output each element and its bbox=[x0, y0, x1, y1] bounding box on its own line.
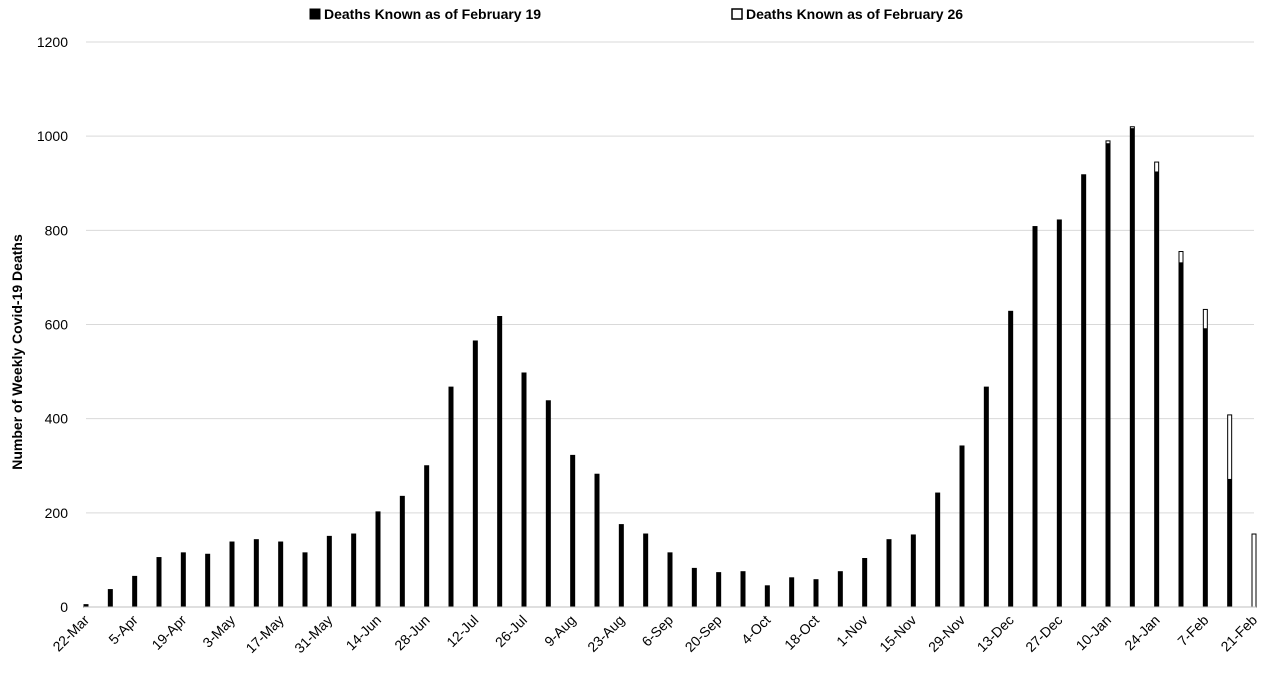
bar-feb19 bbox=[595, 474, 599, 607]
bar-feb19 bbox=[1057, 219, 1062, 607]
bar-feb19 bbox=[862, 558, 867, 607]
x-tick-label: 4-Oct bbox=[738, 612, 774, 648]
x-tick-label: 27-Dec bbox=[1022, 612, 1065, 655]
bars bbox=[83, 126, 1257, 608]
y-tick-label: 800 bbox=[45, 222, 69, 238]
bar-feb26 bbox=[1251, 533, 1257, 608]
x-tick-label: 6-Sep bbox=[638, 612, 676, 650]
y-tick-label: 0 bbox=[60, 599, 68, 615]
x-tick-label: 7-Feb bbox=[1174, 612, 1211, 649]
y-axis-ticks: 0 200 400 600 800 1000 1200 bbox=[37, 34, 68, 615]
legend-swatch-feb19 bbox=[309, 8, 321, 20]
bar-feb19 bbox=[303, 552, 307, 607]
gridlines bbox=[86, 41, 1254, 514]
bar-feb19 bbox=[449, 387, 453, 607]
bar-feb19 bbox=[351, 534, 356, 607]
bar-feb19 bbox=[1033, 226, 1037, 608]
bar-feb19 bbox=[935, 493, 940, 607]
x-tick-label: 24-Jan bbox=[1121, 612, 1163, 654]
x-tick-label: 12-Jul bbox=[443, 612, 481, 650]
x-tick-label: 18-Oct bbox=[781, 612, 822, 653]
bar-feb19 bbox=[789, 577, 794, 607]
x-tick-label: 9-Aug bbox=[541, 612, 579, 650]
bar-feb19 bbox=[1106, 143, 1110, 607]
bar-feb19 bbox=[570, 455, 575, 607]
x-tick-label: 17-May bbox=[242, 612, 286, 656]
bar-feb19 bbox=[400, 496, 405, 607]
y-tick-label: 400 bbox=[45, 411, 69, 427]
bar-feb19 bbox=[1179, 262, 1183, 607]
x-tick-label: 15-Nov bbox=[876, 612, 919, 655]
bar-feb19 bbox=[741, 571, 745, 607]
x-tick-label: 13-Dec bbox=[974, 612, 1017, 655]
bar-feb19 bbox=[716, 572, 721, 607]
bar-feb19 bbox=[765, 585, 770, 607]
bar-feb19 bbox=[814, 579, 818, 607]
x-tick-label: 20-Sep bbox=[682, 612, 725, 655]
bar-feb19 bbox=[838, 571, 843, 607]
bar-feb19 bbox=[1227, 478, 1232, 607]
bar-feb19 bbox=[205, 554, 210, 607]
bar-feb19 bbox=[132, 576, 137, 607]
bar-feb19 bbox=[376, 511, 380, 607]
bar-feb19 bbox=[668, 552, 672, 607]
y-tick-label: 600 bbox=[45, 317, 69, 333]
legend-label-feb19: Deaths Known as of February 19 bbox=[324, 6, 541, 22]
x-tick-label: 14-Jun bbox=[343, 612, 385, 654]
x-tick-label: 10-Jan bbox=[1073, 612, 1115, 654]
legend: Deaths Known as of February 19 Deaths Kn… bbox=[309, 6, 963, 22]
x-axis-ticks: 22-Mar 5-Apr 19-Apr 3-May 17-May 31-May 14-Jun… bbox=[49, 612, 1260, 657]
bar-feb19 bbox=[108, 589, 113, 607]
x-tick-label: 3-May bbox=[199, 612, 238, 651]
y-tick-label: 200 bbox=[45, 505, 69, 521]
bar-feb19 bbox=[522, 372, 526, 607]
bar-feb19 bbox=[984, 387, 989, 607]
bar-feb19 bbox=[960, 445, 964, 607]
bar-feb19 bbox=[546, 400, 551, 607]
bar-feb19 bbox=[327, 536, 332, 607]
x-tick-label: 28-Jun bbox=[391, 612, 433, 654]
bar-feb19 bbox=[254, 539, 259, 607]
bar-feb19 bbox=[887, 539, 891, 607]
x-tick-label: 1-Nov bbox=[833, 612, 871, 650]
bar-feb19 bbox=[497, 316, 502, 607]
bar-feb19 bbox=[230, 542, 234, 607]
x-tick-label: 5-Apr bbox=[105, 612, 141, 648]
x-tick-label: 26-Jul bbox=[492, 612, 530, 650]
bar-feb19 bbox=[278, 542, 283, 607]
bar-feb19 bbox=[1008, 311, 1013, 607]
y-tick-label: 1000 bbox=[37, 128, 68, 144]
legend-swatch-feb26 bbox=[731, 8, 743, 20]
bar-feb19 bbox=[1130, 128, 1135, 607]
bar-feb19 bbox=[157, 557, 161, 607]
bar-feb19 bbox=[424, 465, 429, 607]
bar-feb19 bbox=[1203, 328, 1208, 607]
x-tick-label: 23-Aug bbox=[584, 612, 627, 655]
y-tick-label: 1200 bbox=[37, 34, 68, 50]
bar-feb19 bbox=[692, 568, 697, 607]
x-tick-label: 31-May bbox=[291, 612, 335, 656]
x-tick-label: 29-Nov bbox=[925, 612, 968, 655]
bar-feb19 bbox=[1154, 171, 1159, 607]
x-tick-label: 21-Feb bbox=[1217, 612, 1260, 655]
x-tick-label: 19-Apr bbox=[148, 612, 189, 653]
y-axis-title: Number of Weekly Covid-19 Deaths bbox=[9, 234, 25, 470]
bar-feb19 bbox=[473, 340, 478, 607]
legend-label-feb26: Deaths Known as of February 26 bbox=[746, 6, 963, 22]
bar-feb19 bbox=[911, 534, 916, 607]
x-tick-label: 22-Mar bbox=[49, 612, 92, 655]
bar-feb19 bbox=[1081, 174, 1086, 607]
bar-feb19 bbox=[643, 534, 648, 607]
bar-feb19 bbox=[84, 604, 88, 607]
bar-feb19 bbox=[619, 524, 624, 607]
bar-feb19 bbox=[181, 552, 186, 607]
